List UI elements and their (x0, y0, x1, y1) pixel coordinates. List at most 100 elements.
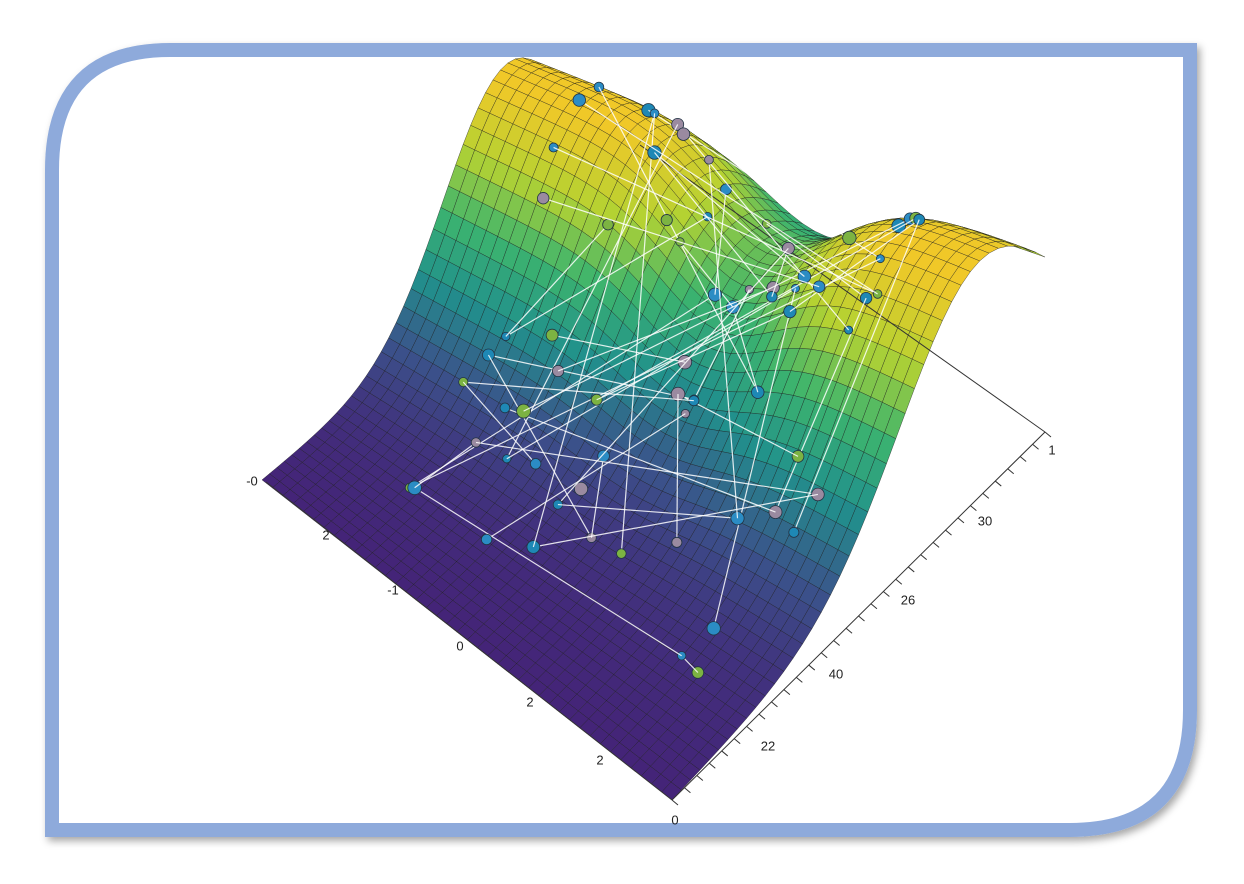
node (572, 93, 586, 107)
tick (833, 640, 840, 646)
node (783, 304, 797, 319)
tick (994, 480, 1002, 487)
tick (982, 492, 990, 499)
node (704, 154, 714, 165)
path-link (596, 310, 791, 401)
axis-ticks (671, 431, 1052, 806)
tick (895, 578, 903, 585)
path-link (414, 487, 682, 657)
path-link (543, 197, 820, 288)
tick (783, 689, 791, 695)
tick (733, 738, 741, 745)
tick (820, 652, 828, 659)
node (616, 548, 627, 559)
tick (1032, 443, 1039, 450)
path-link (523, 218, 911, 412)
tick (1044, 431, 1052, 438)
path-link (504, 407, 776, 513)
node (788, 526, 800, 538)
path-link (654, 152, 773, 298)
node (597, 449, 610, 463)
path-link (475, 441, 819, 496)
path-link (590, 455, 605, 538)
tick (858, 615, 865, 622)
path-link (557, 287, 774, 372)
node (676, 651, 687, 661)
trajectory (404, 81, 926, 679)
tick (758, 713, 766, 720)
path-link (620, 113, 656, 554)
node (676, 127, 691, 141)
tick (945, 529, 952, 536)
node (545, 328, 559, 342)
tick (1019, 456, 1027, 462)
node (602, 218, 614, 231)
left-axis-label: 0 (456, 638, 463, 653)
path-link (505, 216, 708, 337)
node (499, 402, 511, 414)
right-axis-label: 26 (901, 592, 915, 607)
tick (721, 750, 729, 757)
node (593, 81, 605, 93)
path-link (732, 306, 759, 393)
node (660, 214, 673, 227)
left-axis-label: -1 (387, 582, 399, 597)
tick (957, 517, 965, 524)
node (574, 481, 589, 496)
path-link (505, 224, 609, 337)
path-link (596, 217, 917, 401)
path-link (553, 146, 878, 295)
path-link (679, 241, 734, 308)
path-link (532, 113, 656, 548)
tick (870, 603, 878, 610)
tick (932, 542, 940, 548)
path-link (506, 287, 796, 460)
left-axis (265, 481, 673, 801)
right-axis-label: 1 (1048, 442, 1055, 457)
tick (883, 591, 890, 597)
path-link (789, 219, 920, 313)
tick (1007, 468, 1015, 475)
path-link (533, 493, 819, 548)
path-link (771, 248, 789, 297)
path-link (693, 289, 750, 400)
path-link (714, 189, 727, 295)
tick (696, 775, 704, 781)
node (671, 536, 683, 548)
tick (808, 664, 816, 671)
left-axis-label: 2 (322, 527, 329, 542)
tick (796, 676, 803, 683)
node (537, 192, 550, 205)
path-link (409, 258, 881, 489)
node (529, 458, 542, 470)
tick (771, 701, 778, 708)
tick (684, 787, 691, 794)
right-axis-label: 22 (761, 738, 775, 753)
left-axis-label: 2 (596, 752, 603, 767)
path-link (713, 288, 797, 629)
path-link (414, 441, 477, 489)
right-axis-label: 40 (829, 666, 843, 681)
left-axis-label: -0 (246, 473, 258, 488)
tick (845, 627, 853, 634)
path-link (557, 247, 789, 505)
path-link (552, 334, 686, 363)
path-link (793, 219, 920, 533)
tick (671, 799, 679, 806)
node (480, 533, 493, 546)
path-link (654, 152, 805, 277)
tick (708, 762, 716, 769)
path-link (557, 503, 738, 519)
path-link (766, 223, 867, 299)
tick (907, 566, 915, 573)
right-axis-label: 30 (978, 513, 992, 528)
tick (920, 554, 927, 561)
path-link (677, 393, 799, 457)
left-axis-label: 2 (526, 694, 533, 709)
path-link (463, 381, 694, 402)
node (842, 230, 857, 246)
path-link (486, 413, 686, 540)
left-axis-label: 0 (671, 812, 678, 827)
